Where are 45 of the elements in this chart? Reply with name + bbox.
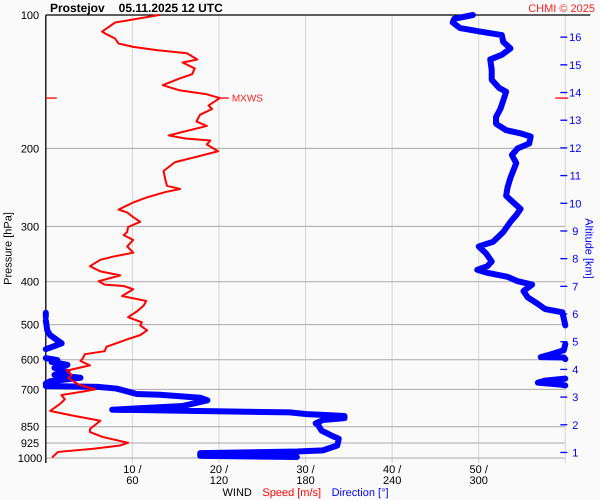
y2-tick-label: 13 (569, 115, 582, 128)
x2-tick-label: 120 (210, 475, 228, 487)
x-tick-label: 50 / (470, 464, 489, 476)
text: Speed [m/s] (262, 487, 322, 499)
y2-tick-label: 6 (572, 309, 578, 322)
y2-tick-label: 14 (569, 88, 582, 100)
x2-tick-label: 300 (470, 475, 488, 487)
y-tick-label: 925 (20, 438, 40, 450)
y2-tick-label: 7 (572, 281, 578, 294)
y2-axis-title: Altitude [km] (582, 218, 594, 279)
x2-tick-label: 240 (382, 475, 402, 487)
y-tick-label: 100 (20, 10, 40, 22)
x2-tick-label: 60 (126, 475, 139, 487)
y2-tick-label: 9 (572, 226, 578, 238)
x-tick-label: 30 / (296, 464, 316, 476)
annotation: CHMI © 2025 (528, 3, 595, 15)
y-tick-label: 300 (20, 221, 40, 234)
y2-tick-label: 8 (572, 254, 578, 266)
x2-tick-label: 180 (296, 475, 315, 487)
y-tick-label: 500 (20, 320, 40, 332)
y-tick-label: 1000 (18, 453, 42, 465)
y2-tick-label: 11 (570, 170, 582, 183)
annotation: MXWS (232, 94, 264, 105)
chart-subtitle: 05.11.2025 12 UTC (118, 1, 224, 15)
y2-tick-label: 3 (572, 392, 578, 404)
y2-tick-label: 16 (569, 32, 582, 44)
y-tick-label: 400 (20, 276, 40, 289)
y2-tick-label: 1 (572, 447, 578, 460)
y-tick-label: 850 (20, 422, 40, 434)
x-tick-label: 40 / (382, 464, 402, 476)
y2-tick-label: 4 (572, 364, 578, 376)
x-axis-title: WIND (222, 487, 252, 499)
y2-tick-label: 15 (569, 60, 582, 72)
chart-title: Prostejov (50, 1, 106, 15)
y-tick-label: 200 (20, 143, 40, 156)
y-tick-label: 700 (20, 384, 40, 396)
x-tick-label: 10 / (123, 464, 142, 476)
y-axis-title: Pressure [hPa] (2, 212, 14, 285)
x-tick-label: 20 / (210, 464, 230, 476)
y2-tick-label: 10 (569, 198, 582, 210)
y2-tick-label: 12 (569, 142, 582, 155)
y2-tick-label: 5 (572, 336, 578, 349)
y-tick-label: 600 (20, 354, 40, 367)
text: Direction [°] (332, 487, 389, 499)
y2-tick-label: 2 (572, 420, 578, 432)
